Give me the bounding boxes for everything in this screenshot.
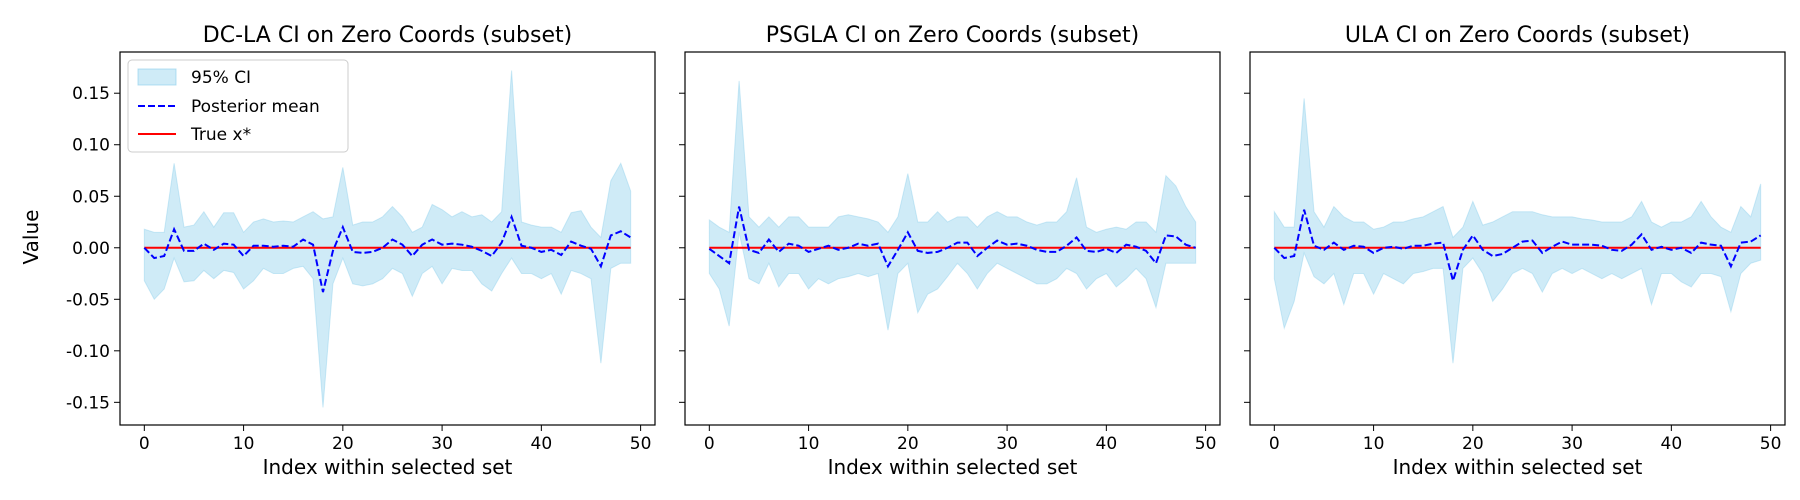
x-tick-label: 50 <box>1760 434 1782 454</box>
x-tick-label: 0 <box>704 434 715 454</box>
panel-title: DC-LA CI on Zero Coords (subset) <box>203 23 572 48</box>
y-tick-label: -0.15 <box>66 393 110 413</box>
x-tick-label: 30 <box>431 434 453 454</box>
x-axis-label: Index within selected set <box>1393 455 1643 479</box>
y-tick-label: 0.15 <box>72 84 110 104</box>
x-tick-label: 0 <box>1269 434 1280 454</box>
x-tick-label: 20 <box>332 434 354 454</box>
x-axis-label: Index within selected set <box>263 455 513 479</box>
y-tick-label: -0.10 <box>66 342 110 362</box>
x-tick-label: 40 <box>1661 434 1683 454</box>
panel-title: PSGLA CI on Zero Coords (subset) <box>766 23 1139 48</box>
axes-frame <box>119 51 656 426</box>
y-tick-label: 0.10 <box>72 136 110 156</box>
y-tick-label: -0.05 <box>66 290 110 310</box>
x-tick-label: 30 <box>996 434 1018 454</box>
x-tick-label: 50 <box>1195 434 1217 454</box>
panel-3: ULA CI on Zero Coords (subset) 0 10 20 30 40 5… <box>1244 23 1786 479</box>
posterior-mean-line <box>708 206 1196 269</box>
ci-band <box>1273 98 1762 364</box>
x-tick-label: 0 <box>139 434 150 454</box>
posterior-mean-line <box>143 213 632 293</box>
x-axis-label: Index within selected set <box>828 455 1078 479</box>
ci-band <box>143 70 632 408</box>
legend-ci-swatch <box>137 68 177 86</box>
x-tick-label: 20 <box>1462 434 1484 454</box>
y-tick-label: 0.05 <box>72 187 110 207</box>
y-tick-label: 0.00 <box>72 239 110 259</box>
x-tick-label: 10 <box>1363 434 1385 454</box>
y-axis-label: Value <box>19 210 43 265</box>
legend-box <box>127 59 349 153</box>
panel-1: DC-LA CI on Zero Coords (subset) 0 10 20 30 4… <box>66 23 656 479</box>
panel-2: PSGLA CI on Zero Coords (subset) 0 10 20 30 4… <box>679 23 1221 479</box>
panel-title: ULA CI on Zero Coords (subset) <box>1345 23 1690 48</box>
legend-true-label: True x* <box>190 125 251 145</box>
x-tick-label: 40 <box>531 434 553 454</box>
x-tick-label: 40 <box>1096 434 1118 454</box>
x-tick-label: 20 <box>897 434 919 454</box>
x-tick-label: 30 <box>1561 434 1583 454</box>
x-tick-label: 10 <box>798 434 820 454</box>
axes-frame <box>684 51 1221 426</box>
axes-frame <box>1249 51 1786 426</box>
legend-mean-label: Posterior mean <box>191 97 320 117</box>
ci-band <box>708 80 1197 331</box>
posterior-mean-line <box>1273 209 1762 285</box>
legend: 95% CI Posterior mean True x* <box>127 59 349 153</box>
legend-ci-label: 95% CI <box>191 68 251 88</box>
x-tick-label: 50 <box>630 434 652 454</box>
x-tick-label: 10 <box>233 434 255 454</box>
